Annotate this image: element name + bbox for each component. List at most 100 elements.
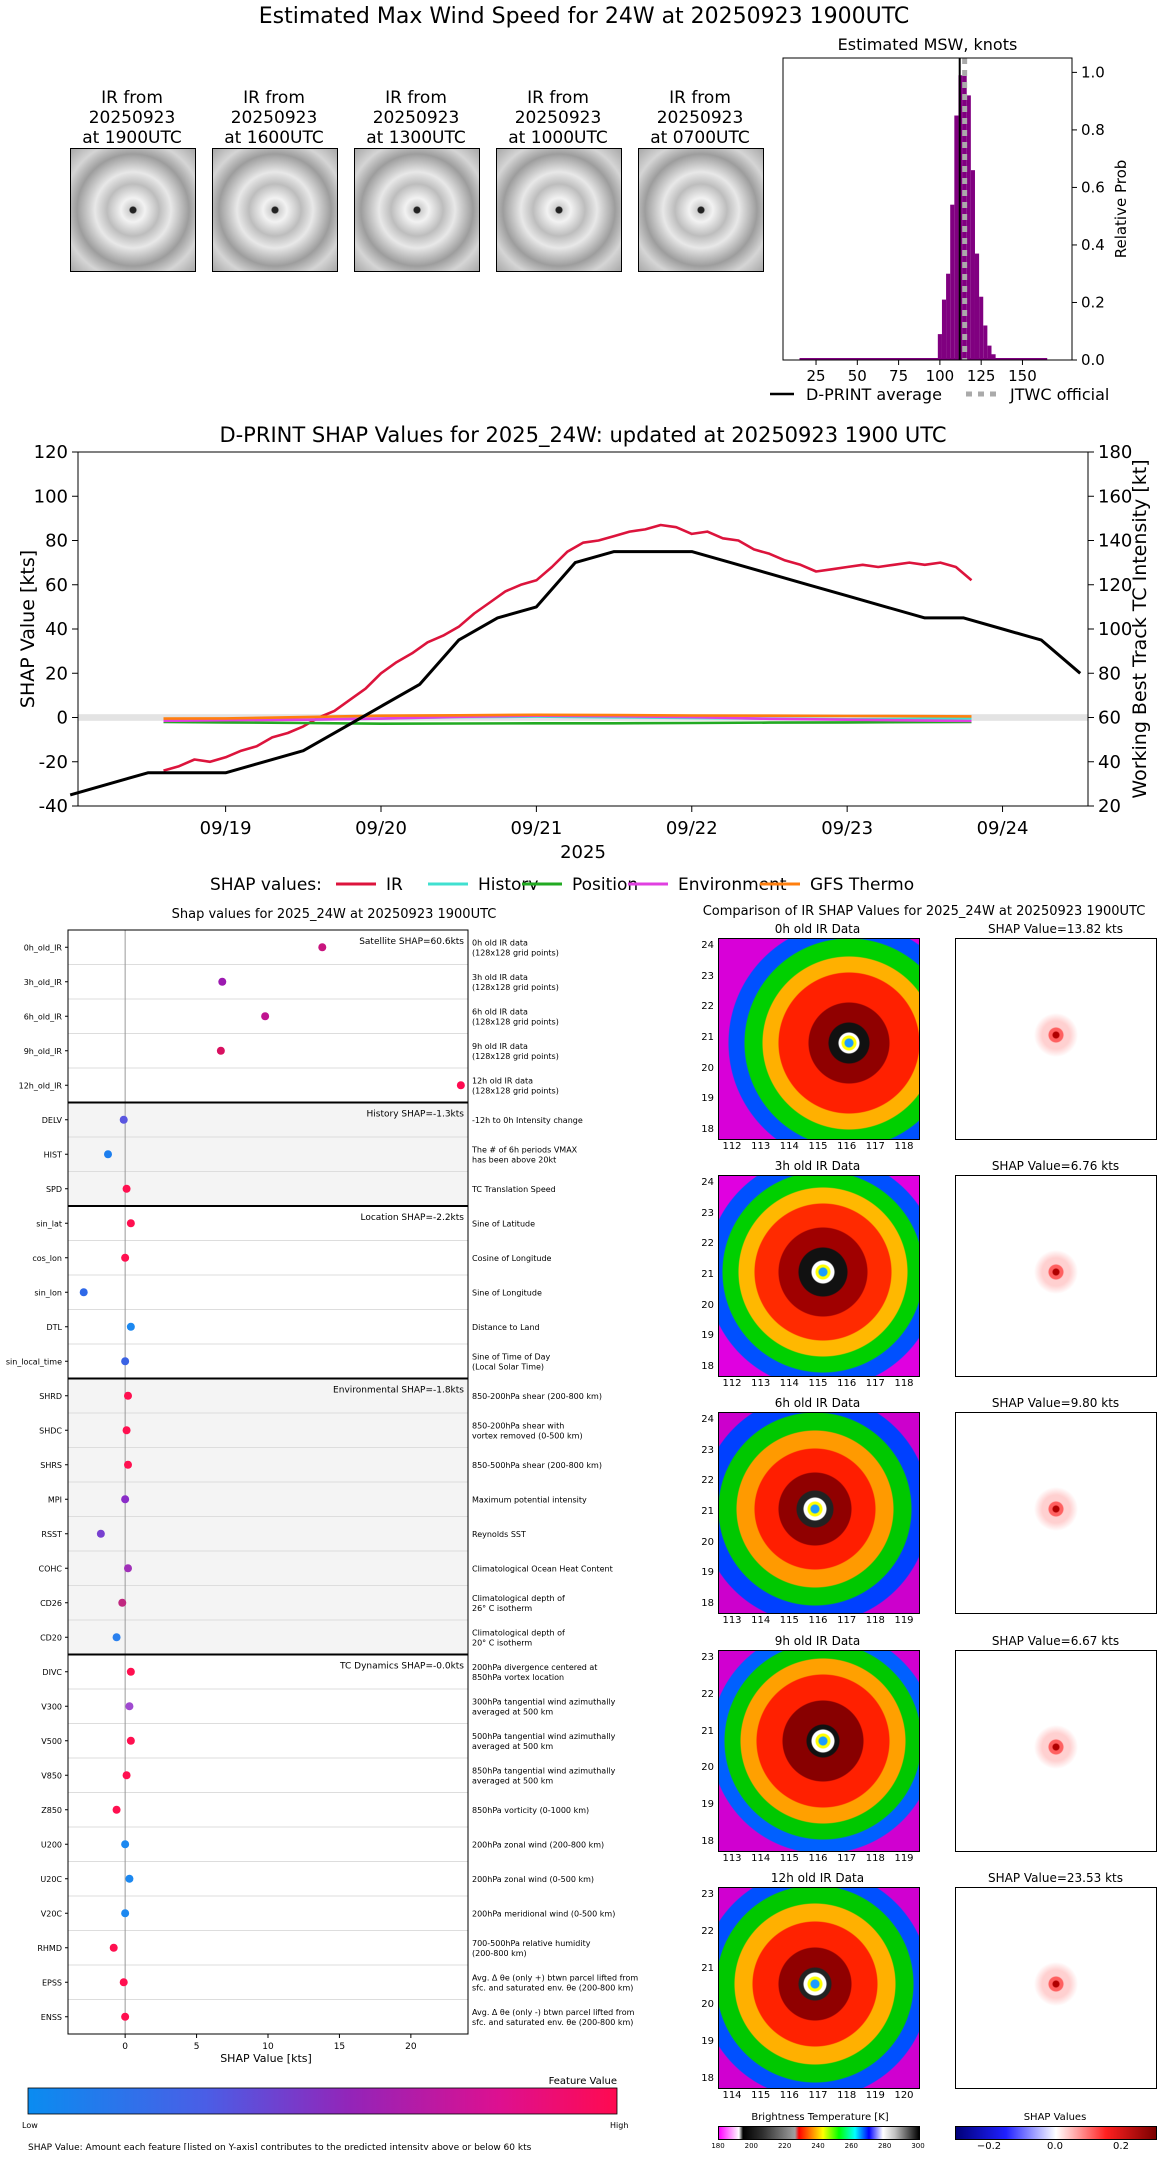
ir-lat-tick-label: 23	[701, 1652, 714, 1663]
ir-lat-tick-label: 20	[701, 1062, 714, 1074]
msw-x-tick-label: 150	[1008, 367, 1037, 385]
ir-thumbnail-label: IR from 20250923 at 0700UTC	[628, 88, 772, 148]
right-y-tick-label: 80	[1098, 663, 1121, 684]
feature-name: SPD	[46, 1185, 62, 1194]
legend-jtwc-label: JTWC official	[1009, 385, 1109, 404]
ir-thumbnail-label-line: 20250923	[230, 108, 318, 128]
series-line-position	[163, 720, 972, 726]
feature-group-background	[68, 1654, 468, 2034]
feature-name: RSST	[41, 1530, 62, 1539]
feature-description: Climatological Ocean Heat Content	[472, 1564, 613, 1573]
feature-shap-dot	[124, 1391, 132, 1400]
ir-thumbnail-label-line: 20250923	[656, 108, 744, 128]
ir-thumbnail-label-line: at 1900UTC	[82, 128, 182, 148]
ir-lat-tick-label: 19	[701, 1330, 714, 1342]
feature-name: U200	[41, 1840, 62, 1849]
left-y-tick-label: 20	[45, 663, 68, 684]
ir-thumbnail-label-line: 20250923	[88, 108, 176, 128]
shap-panel-image	[955, 1887, 1157, 2089]
ir-lat-tick-label: 22	[701, 1001, 714, 1013]
feature-name: DIVC	[42, 1668, 62, 1677]
feature-group-header: History SHAP=-1.3kts	[367, 1110, 465, 1120]
ir-panel-image	[718, 1887, 920, 2089]
brightness-colorbar-tick: 280	[877, 2142, 892, 2150]
ir-thumbnail-label: IR from 20250923 at 1900UTC	[60, 88, 204, 148]
feature-description: 26° C isotherm	[472, 1604, 532, 1613]
ir-lon-tick-label: 118	[894, 1378, 914, 1389]
feature-shap-dot	[456, 1081, 465, 1090]
ir-lon-tick-label: 118	[865, 1853, 885, 1864]
feature-x-tick-label: 10	[262, 2042, 274, 2052]
feature-shap-dot	[121, 1253, 130, 1262]
ir-lon-tick-label: 113	[751, 1378, 771, 1389]
brightness-colorbar-title: Brightness Temperature [K]	[751, 2112, 889, 2123]
feature-name: V500	[41, 1737, 62, 1746]
feature-shap-dot	[126, 1219, 135, 1228]
msw-bar	[979, 296, 984, 360]
ir-lat-tick-label: 18	[701, 1124, 714, 1135]
x-tick-label: 09/21	[510, 818, 562, 839]
ir-lat-tick-label: 22	[701, 1475, 714, 1487]
feature-name: V20C	[41, 1909, 63, 1918]
right-y-tick-label: 60	[1098, 708, 1121, 729]
feature-description: Avg. Δ θe (only -) btwn parcel lifted fr…	[472, 2008, 635, 2017]
msw-bar	[974, 253, 980, 360]
feature-group-header: Environmental SHAP=-1.8kts	[333, 1386, 464, 1396]
feature-description: 700-500hPa relative humidity	[472, 1939, 591, 1948]
ir-thumbnail-image	[212, 148, 338, 272]
ir-lon-tick-label: 116	[808, 1615, 828, 1626]
ir-lon-tick-label: 117	[837, 1853, 857, 1864]
shap-colorbar	[955, 2126, 1157, 2140]
feature-description: (128x128 grid points)	[472, 948, 559, 957]
ir-lon-tick-label: 115	[751, 2090, 771, 2101]
ir-lon-tick-label: 114	[751, 1615, 771, 1626]
brightness-colorbar-tick: 220	[777, 2142, 792, 2150]
feature-shap-dot	[121, 1495, 130, 1504]
msw-histogram: Estimated MSW, knots 25 50 75 100 125 150 0.0 0.…	[770, 36, 1130, 404]
legend-dprint-label: D-PRINT average	[806, 385, 942, 404]
feature-description: averaged at 500 km	[472, 1742, 553, 1751]
msw-bar	[937, 334, 942, 360]
right-y-tick-label: 20	[1098, 796, 1121, 817]
left-y-tick-label: -40	[39, 796, 68, 817]
ir-panel-title: 0h old IR Data	[774, 922, 861, 936]
feature-shap-dot	[126, 1667, 135, 1676]
msw-bar	[946, 273, 951, 360]
feature-name: HIST	[44, 1150, 62, 1159]
msw-bar	[950, 204, 955, 360]
feature-shap-dot	[124, 1460, 132, 1469]
feature-description: 850-200hPa shear (200-800 km)	[472, 1392, 602, 1401]
feature-value-colorbar	[27, 2087, 618, 2115]
series-line-tc-intensity	[69, 550, 1082, 797]
ir-lat-tick-label: 23	[701, 970, 714, 982]
feature-shap-dot	[261, 1012, 270, 1021]
feature-description: 200hPa zonal wind (200-800 km)	[472, 1840, 604, 1849]
feature-description: 12h old IR data	[472, 1076, 533, 1085]
left-y-tick-label: 0	[57, 708, 68, 729]
ir-thumbnail-label-line: IR from	[385, 88, 447, 108]
ir-thumbnail-label-line: 20250923	[372, 108, 460, 128]
shap-colorbar-tick: −0.2	[976, 2141, 1002, 2152]
feature-description: Sine of Longitude	[472, 1288, 542, 1297]
feature-name: V850	[41, 1771, 62, 1780]
msw-plot-frame	[782, 57, 1073, 361]
ir-lon-tick-label: 114	[779, 1141, 799, 1152]
ir-lon-tick-label: 114	[751, 1853, 771, 1864]
ir-lon-tick-label: 117	[837, 1615, 857, 1626]
feature-name: sin_lon	[34, 1288, 62, 1297]
page-title: Estimated Max Wind Speed for 24W at 2025…	[258, 4, 910, 29]
feature-group-header: Location SHAP=-2.2kts	[360, 1213, 464, 1223]
feature-x-axis-label: SHAP Value [kts]	[220, 2052, 312, 2065]
footnote-shap: SHAP Value: Amount each feature [listed …	[28, 2143, 532, 2150]
ir-lon-tick-label: 113	[722, 1615, 742, 1626]
feature-description: 0h old IR data	[472, 938, 528, 947]
ir-panel-image	[718, 1175, 920, 1377]
feature-name: Z850	[41, 1806, 62, 1815]
ir-panel-title: 12h old IR Data	[770, 1871, 865, 1885]
ir-thumbnail-label-line: at 1300UTC	[366, 128, 466, 148]
legend-label: Environment	[678, 875, 787, 890]
feature-description: Cosine of Longitude	[472, 1254, 552, 1263]
feature-description: averaged at 500 km	[472, 1707, 553, 1716]
feature-description: Climatological depth of	[472, 1628, 565, 1637]
feature-description: averaged at 500 km	[472, 1776, 553, 1785]
